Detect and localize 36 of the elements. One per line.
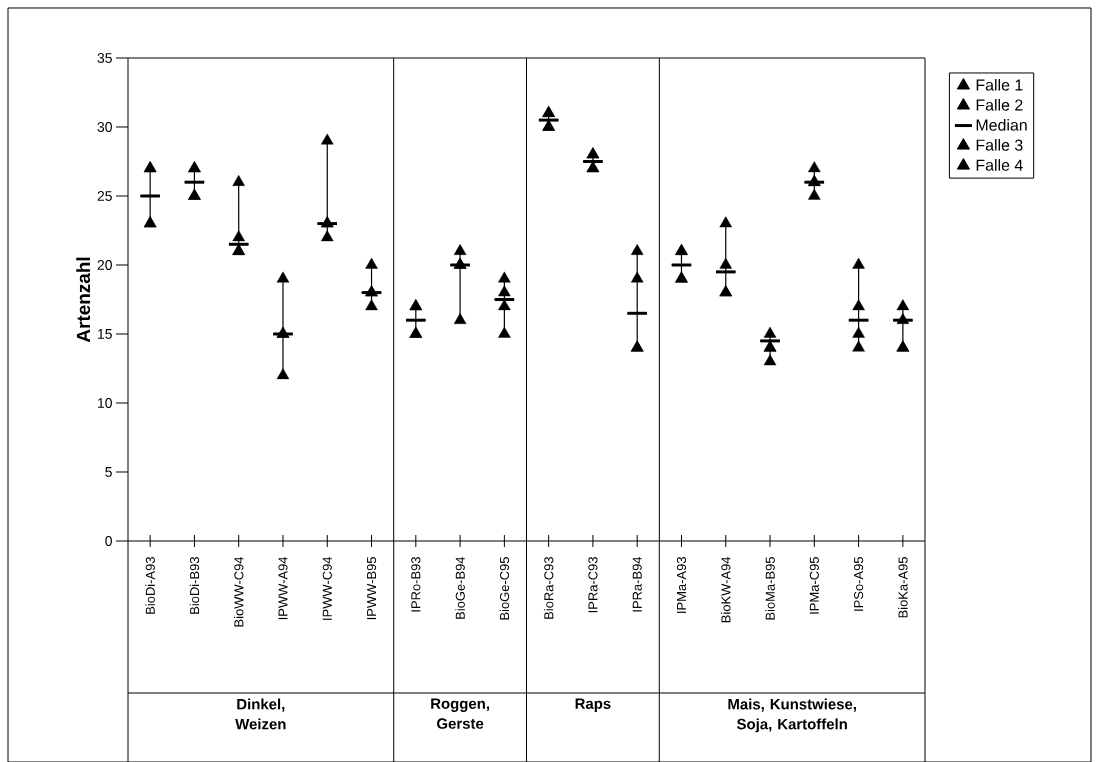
y-tick-label: 0 xyxy=(105,535,112,546)
y-tick-label: 20 xyxy=(97,259,112,270)
y-tick-label: 10 xyxy=(98,397,112,408)
x-tick-label: BioKa-A95 xyxy=(898,556,908,618)
y-tick-label: 5 xyxy=(105,466,112,477)
x-tick-label: BioDi-A93 xyxy=(145,556,155,614)
y-axis-title: Artenzahl xyxy=(76,257,91,342)
x-tick-label: IPRo-B93 xyxy=(411,556,421,612)
legend-label: Falle 1 xyxy=(976,78,1023,91)
x-tick-label: BioKW-A94 xyxy=(721,556,731,622)
x-tick-label: IPWW-A94 xyxy=(278,556,288,619)
x-tick-label: IPMa-C95 xyxy=(809,556,819,614)
x-tick-label: IPRa-C93 xyxy=(588,556,598,612)
x-tick-label: BioRa-C93 xyxy=(543,556,554,619)
text: Dinkel, Weizen xyxy=(235,698,286,730)
text: Mais, Kunstwiese, Soja, Kartoffeln xyxy=(728,698,856,733)
text: Roggen, Gerste xyxy=(431,698,489,729)
x-tick-label: BioGe-C95 xyxy=(499,556,510,620)
x-tick-label: BioDi-B93 xyxy=(189,556,200,614)
y-tick-label: 35 xyxy=(97,52,112,63)
text: Raps xyxy=(575,698,611,712)
y-tick-label: 25 xyxy=(97,190,112,201)
x-tick-label: IPSo-A95 xyxy=(854,556,864,611)
x-tick-label: BioWW-C94 xyxy=(233,556,244,627)
x-tick-label: BioGe-B94 xyxy=(455,556,465,619)
x-tick-label: IPMa-A93 xyxy=(676,556,687,613)
legend-label: Falle 2 xyxy=(976,98,1023,111)
legend-label: Median xyxy=(976,118,1027,131)
y-tick-label: 30 xyxy=(97,121,112,132)
x-tick-label: BioMa-B95 xyxy=(765,556,775,620)
y-tick-label: 15 xyxy=(98,328,112,339)
x-tick-label: IPRa-B94 xyxy=(632,556,642,612)
legend-label: Falle 4 xyxy=(976,158,1023,171)
x-tick-label: IPWW-C94 xyxy=(322,556,332,620)
x-tick-label: IPWW-B95 xyxy=(366,556,377,619)
legend-label: Falle 3 xyxy=(976,138,1023,151)
